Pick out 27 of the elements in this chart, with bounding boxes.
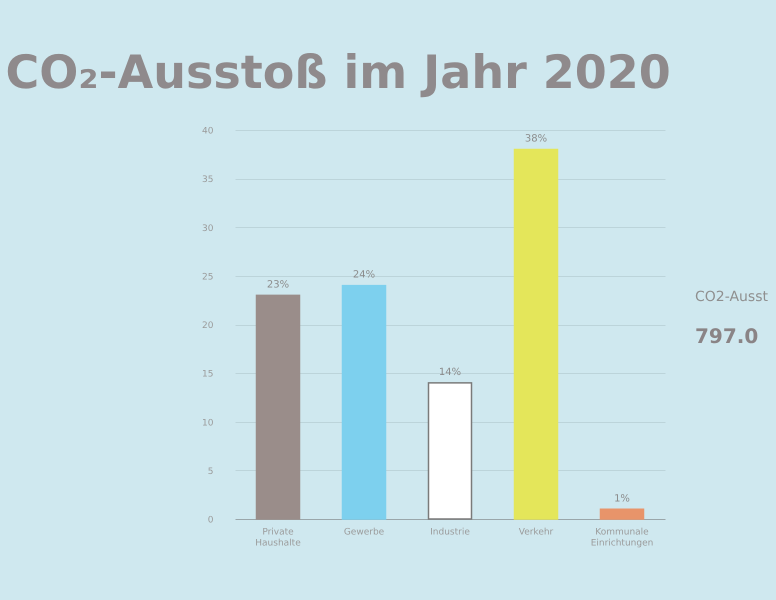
text: CO2-Ausst	[695, 289, 768, 305]
y-tick-label: 5	[208, 466, 214, 477]
bar	[342, 284, 386, 520]
y-tick-label: 0	[208, 516, 214, 526]
data-label: 14%	[438, 366, 462, 378]
x-tick-label: Private Haushalte	[255, 528, 302, 548]
x-tick-label: Verkehr	[518, 528, 554, 538]
bar	[428, 382, 472, 520]
bar	[256, 294, 300, 520]
x-tick-label: Industrie	[430, 528, 470, 538]
data-label: 1%	[614, 493, 630, 504]
chart-title: CO₂-Ausstoß im Jahr 2020	[6, 45, 671, 99]
data-label: 24%	[352, 270, 376, 281]
data-label: 23%	[266, 279, 290, 290]
data-label: 38%	[524, 133, 548, 144]
x-tick-label: Kommunale Einrichtungen	[590, 528, 654, 548]
y-tick-label: 15	[202, 370, 214, 380]
y-tick-label: 40	[202, 126, 214, 136]
y-tick-label: 20	[202, 321, 214, 331]
text: 797.0	[695, 324, 758, 348]
x-tick-label: Gewerbe	[344, 528, 385, 538]
y-tick-label: 10	[202, 418, 214, 428]
bar	[600, 508, 644, 520]
y-tick-label: 25	[202, 272, 214, 282]
y-tick-label: 35	[202, 175, 214, 186]
bar	[514, 148, 558, 520]
y-tick-label: 30	[202, 224, 214, 234]
